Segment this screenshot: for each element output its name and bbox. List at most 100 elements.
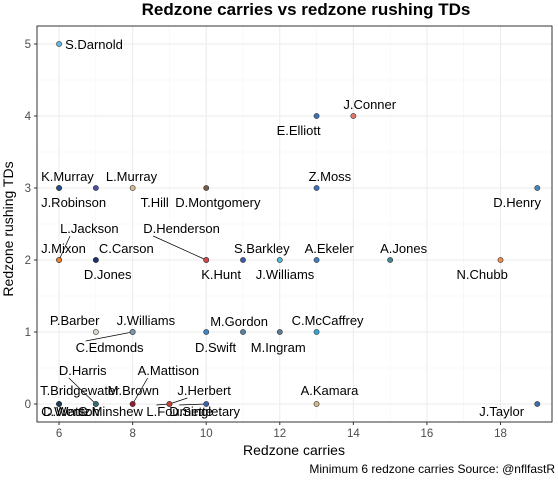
point-label: K.Hunt xyxy=(201,267,241,282)
point-label: S.Darnold xyxy=(65,37,123,52)
data-point-m-brown xyxy=(129,401,136,407)
point-label: S.Barkley xyxy=(234,241,290,256)
data-point-a-jones xyxy=(387,257,394,263)
y-tick-label: 2 xyxy=(25,255,31,267)
point-label: A.Kamara xyxy=(301,383,360,398)
chart-caption: Minimum 6 redzone carries Source: @nflfa… xyxy=(309,462,555,476)
data-point-j-mixon xyxy=(56,257,62,263)
y-tick-label: 0 xyxy=(25,399,31,411)
leader-line xyxy=(179,403,207,406)
x-tick-label: 8 xyxy=(129,428,135,440)
data-point-j-conner xyxy=(350,113,357,119)
point-label: Z.Moss xyxy=(309,169,352,184)
x-tick-label: 16 xyxy=(421,428,434,440)
point-label: L.Jackson xyxy=(60,221,119,236)
data-point-m-ingram xyxy=(276,329,283,335)
point-label: C.McCaffrey xyxy=(292,313,364,328)
data-point-d-swift xyxy=(240,329,246,335)
point-label: N.Chubb xyxy=(457,267,508,282)
y-axis-title: Redzone rushing TDs xyxy=(0,161,16,296)
y-tick-label: 3 xyxy=(25,183,31,195)
data-point-c-edmonds xyxy=(129,329,136,335)
point-label: E.Elliott xyxy=(277,123,321,138)
leader-line xyxy=(58,235,71,261)
data-points xyxy=(56,41,541,407)
x-tick-label: 6 xyxy=(56,428,62,440)
point-label: T.Hill xyxy=(141,195,169,210)
leader-line xyxy=(169,397,188,405)
data-point-c-mccaffrey xyxy=(313,329,320,335)
x-tick-label: 12 xyxy=(273,428,286,440)
data-point-l-fournette xyxy=(166,401,173,407)
point-label: J.Williams xyxy=(256,267,315,282)
data-point-g-minshew xyxy=(92,401,99,407)
point-label: L.Murray xyxy=(106,169,158,184)
data-point-z-moss xyxy=(313,185,320,191)
point-label: J.Taylor xyxy=(479,404,524,419)
point-label: D.Watson xyxy=(43,404,100,419)
data-point-l-murray xyxy=(92,185,99,191)
data-point-d-henry xyxy=(534,185,541,191)
data-point-k-hunt xyxy=(203,257,210,263)
point-label: K.Murray xyxy=(41,169,94,184)
point-label: D.Singletary xyxy=(169,404,240,419)
point-label: C.Edmonds xyxy=(76,340,144,355)
point-label: C.Wentz xyxy=(41,404,91,419)
x-tick-label: 18 xyxy=(494,428,507,440)
point-label: C.Carson xyxy=(99,241,154,256)
point-labels: S.Darnold J.Conner E.Elliott K.Murray L.Murr… xyxy=(40,37,541,419)
leader-line xyxy=(85,331,133,342)
y-tick-label: 5 xyxy=(25,39,31,51)
leader-line xyxy=(132,377,148,405)
panel-border xyxy=(36,25,553,423)
point-label: J.Robinson xyxy=(41,195,106,210)
x-tick-label: 10 xyxy=(200,428,213,440)
point-label: J.Herbert xyxy=(177,383,231,398)
data-point-d-jones xyxy=(92,257,99,263)
point-label: M.Ingram xyxy=(251,340,306,355)
point-label: D.Swift xyxy=(195,340,237,355)
data-point-j-robinson xyxy=(56,185,62,191)
point-label: D.Henry xyxy=(493,195,541,210)
point-label: G.Minshew xyxy=(78,404,144,419)
leader-line xyxy=(153,235,207,261)
point-label: A.Ekeler xyxy=(305,241,355,256)
x-axis-title: Redzone carries xyxy=(243,442,345,458)
data-point-t-hill xyxy=(129,185,136,191)
leader-line xyxy=(68,377,97,405)
point-label: D.Henderson xyxy=(143,221,220,236)
data-point-s-darnold xyxy=(56,41,62,47)
data-point-a-ekeler xyxy=(313,257,320,263)
point-label: J.Conner xyxy=(343,97,396,112)
data-point-m-gordon xyxy=(203,329,210,335)
data-point-p-barber xyxy=(92,329,99,335)
chart-title: Redzone carries vs redzone rushing TDs xyxy=(142,0,471,19)
point-label: M.Gordon xyxy=(210,314,268,329)
data-point-j-williams xyxy=(276,257,283,263)
point-label: J.Williams xyxy=(117,313,176,328)
y-tick-label: 4 xyxy=(25,111,32,123)
point-label: T.Bridgewater xyxy=(40,383,120,398)
data-point-d-singletary xyxy=(203,401,210,407)
point-label: M.Brown xyxy=(108,383,159,398)
data-point-a-kamara xyxy=(313,401,320,407)
data-point-d-watson xyxy=(56,401,62,407)
grid xyxy=(37,26,552,422)
point-label: D.Jones xyxy=(84,267,132,282)
data-point-n-chubb xyxy=(497,257,504,263)
point-label: A.Mattison xyxy=(138,363,199,378)
point-label: D.Harris xyxy=(59,363,107,378)
point-label: J.Mixon xyxy=(41,241,86,256)
y-tick-label: 1 xyxy=(25,327,31,339)
point-label: D.Montgomery xyxy=(175,195,261,210)
data-point-j-taylor xyxy=(534,401,541,407)
point-label: A.Jones xyxy=(380,241,427,256)
point-label: P.Barber xyxy=(50,313,100,328)
data-point-e-elliott xyxy=(313,113,320,119)
data-point-d-montgomery xyxy=(203,185,210,191)
point-label: L.Fournette xyxy=(146,404,213,419)
data-point-s-barkley xyxy=(240,257,246,263)
